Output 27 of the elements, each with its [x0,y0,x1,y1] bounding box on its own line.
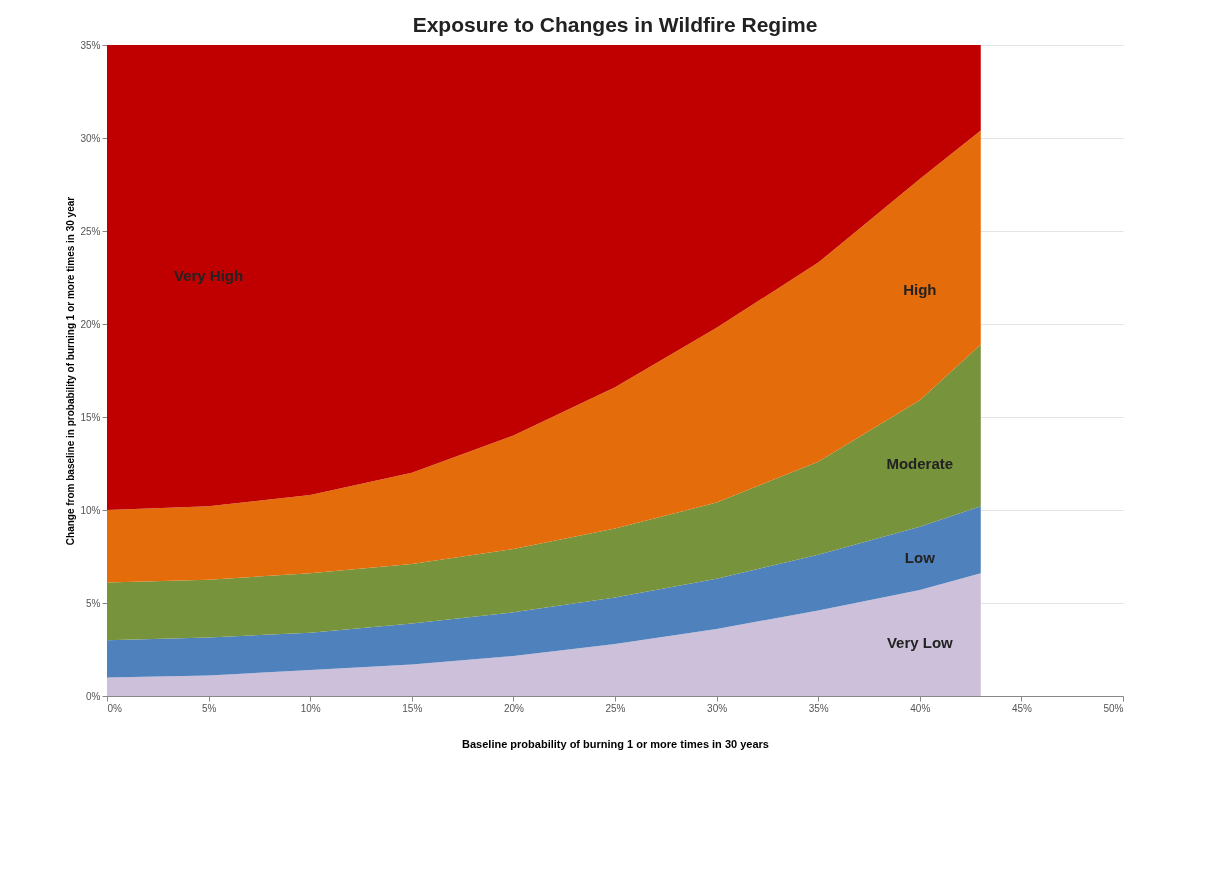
x-tick-label: 50% [1103,702,1124,714]
series-label: Very Low [886,633,954,651]
series-label: Very High [174,266,244,284]
y-tick-label: 30% [80,132,101,144]
x-tick-label: 45% [1011,702,1033,714]
chart-title: Exposure to Changes in Wildfire Regime [412,13,818,36]
x-tick-label: 30% [707,702,728,714]
y-tick-label: 15% [80,411,101,423]
y-tick-label: 0% [86,690,101,702]
x-axis-title: Baseline probability of burning 1 or more times in 30 years [462,737,769,750]
y-tick-label: 10% [80,504,101,516]
x-tick-label: 40% [910,702,931,714]
x-tick-label: 25% [605,702,626,714]
series-label: High [903,280,937,298]
x-tick-label: 0% [107,702,123,714]
x-tick-label: 10% [300,702,321,714]
series-label: Low [904,549,936,567]
x-tick-label: 35% [808,702,829,714]
y-tick-label: 25% [80,225,101,237]
x-tick-label: 15% [402,702,423,714]
y-tick-label: 5% [86,597,101,609]
series-label: Moderate [886,454,954,472]
x-tick-label: 20% [503,702,525,714]
y-tick-label: 35% [80,39,101,51]
y-tick-label: 20% [80,318,101,330]
y-axis-title: Change from baseline in probability of burning 1 or more times in 30 year [65,196,77,546]
x-tick-label: 5% [201,702,217,714]
